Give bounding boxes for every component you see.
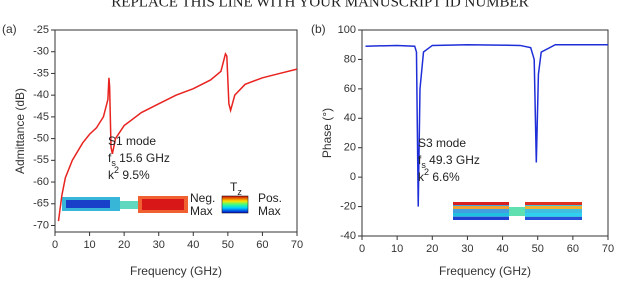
- x-axis-label: Frequency (GHz): [439, 264, 531, 278]
- inset-image-b: [453, 202, 582, 220]
- inset-label: Pos.: [258, 191, 282, 205]
- inset-label: Max: [190, 204, 213, 218]
- plot-frame: [54, 29, 298, 233]
- x-tick-label: 20: [426, 243, 438, 255]
- annotation-part: f: [108, 151, 112, 165]
- x-tick-label: 50: [222, 239, 234, 251]
- data-line: [57, 52, 298, 222]
- annotation-part: 2: [424, 167, 429, 177]
- inset-label: Max: [258, 204, 281, 218]
- y-tick-label: 0: [350, 171, 356, 183]
- page-header: REPLACE THIS LINE WITH YOUR MANUSCRIPT I…: [111, 0, 528, 10]
- y-tick-label: 60: [344, 83, 356, 95]
- annotation-part: 2: [114, 165, 119, 175]
- y-tick-label: -30: [33, 46, 49, 58]
- annotation-part: 49.3 GHz: [426, 153, 480, 167]
- y-tick-label: -65: [33, 198, 49, 210]
- annotation: Tz: [230, 180, 242, 197]
- annotation-part: 9.5%: [119, 168, 150, 182]
- x-tick-label: 10: [391, 243, 403, 255]
- y-tick-label: -60: [33, 176, 49, 188]
- inset-image-a: [62, 195, 249, 214]
- y-tick-label: -50: [33, 133, 49, 145]
- data-line: [365, 43, 608, 207]
- x-tick-label: 40: [187, 239, 199, 251]
- inset-label: Neg.: [190, 191, 215, 205]
- x-tick-label: 60: [256, 239, 268, 251]
- y-tick-label: 100: [338, 24, 356, 36]
- panel-label: (a): [2, 22, 17, 36]
- plot-frame: [361, 29, 609, 237]
- y-tick-label: 20: [344, 142, 356, 154]
- y-tick-label: -35: [33, 67, 49, 79]
- annotation-part: k: [418, 170, 425, 184]
- annotation-part: z: [237, 187, 242, 197]
- annotation-part: S1 mode: [108, 134, 156, 148]
- x-tick-label: 70: [602, 243, 614, 255]
- x-tick-label: 30: [461, 243, 473, 255]
- annotation: S3 mode: [418, 136, 466, 150]
- y-tick-label: -45: [33, 111, 49, 123]
- annotation-part: 6.6%: [429, 170, 460, 184]
- x-tick-label: 40: [496, 243, 508, 255]
- annotation: fs 15.6 GHz: [108, 151, 170, 168]
- annotation-part: S3 mode: [418, 136, 466, 150]
- annotation: fs 49.3 GHz: [418, 153, 480, 170]
- panel-label: (b): [311, 22, 326, 36]
- x-tick-label: 20: [118, 239, 130, 251]
- annotation: k2 9.5%: [108, 165, 150, 182]
- y-axis-label: Admittance (dB): [13, 88, 27, 174]
- annotation-part: s: [111, 158, 116, 168]
- y-tick-label: -55: [33, 154, 49, 166]
- y-tick-label: -40: [33, 89, 49, 101]
- annotation-part: T: [230, 180, 238, 194]
- y-tick-label: 80: [344, 53, 356, 65]
- y-tick-label: -25: [33, 24, 49, 36]
- y-tick-label: -70: [33, 219, 49, 231]
- y-tick-label: -40: [340, 230, 356, 242]
- x-tick-label: 30: [153, 239, 165, 251]
- annotation: S1 mode: [108, 134, 156, 148]
- y-tick-label: 40: [344, 112, 356, 124]
- x-tick-label: 50: [532, 243, 544, 255]
- annotation-part: 15.6 GHz: [116, 151, 170, 165]
- annotation-part: f: [418, 153, 422, 167]
- annotation-part: k: [108, 168, 115, 182]
- y-tick-label: -20: [340, 200, 356, 212]
- x-axis-label: Frequency (GHz): [130, 264, 222, 278]
- x-tick-label: 60: [567, 243, 579, 255]
- x-tick-label: 0: [359, 243, 365, 255]
- x-tick-label: 0: [52, 239, 58, 251]
- annotation-part: s: [421, 160, 426, 170]
- y-axis-label: Phase (°): [320, 108, 334, 158]
- x-tick-label: 10: [83, 239, 95, 251]
- annotation: k2 6.6%: [418, 167, 460, 184]
- x-tick-label: 70: [291, 239, 303, 251]
